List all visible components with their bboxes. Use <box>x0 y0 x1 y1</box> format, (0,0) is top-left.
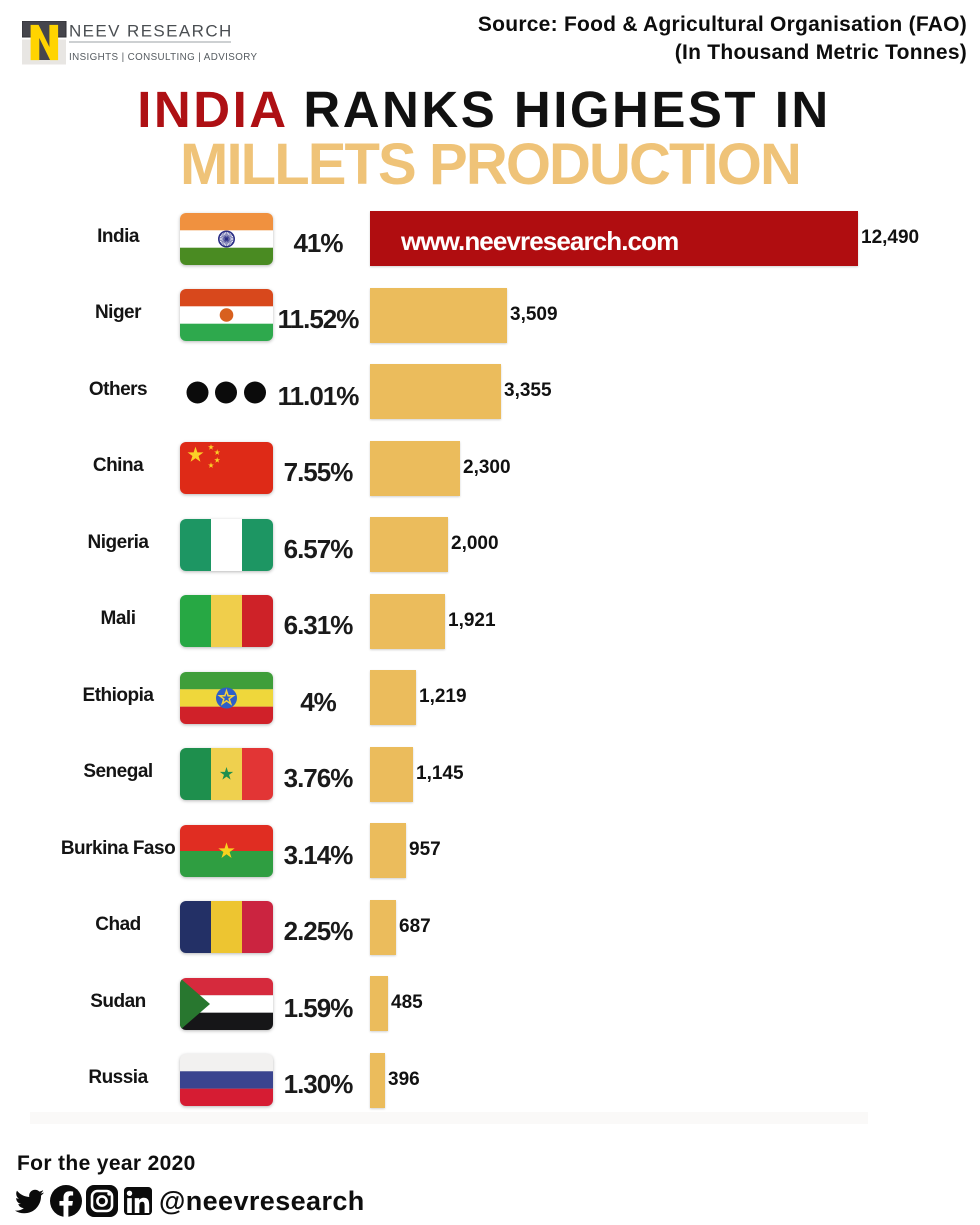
svg-text:INSIGHTS | CONSULTING | ADVISO: INSIGHTS | CONSULTING | ADVISORY <box>69 52 258 63</box>
svg-text:NEEV RESEARCH: NEEV RESEARCH <box>69 22 233 41</box>
